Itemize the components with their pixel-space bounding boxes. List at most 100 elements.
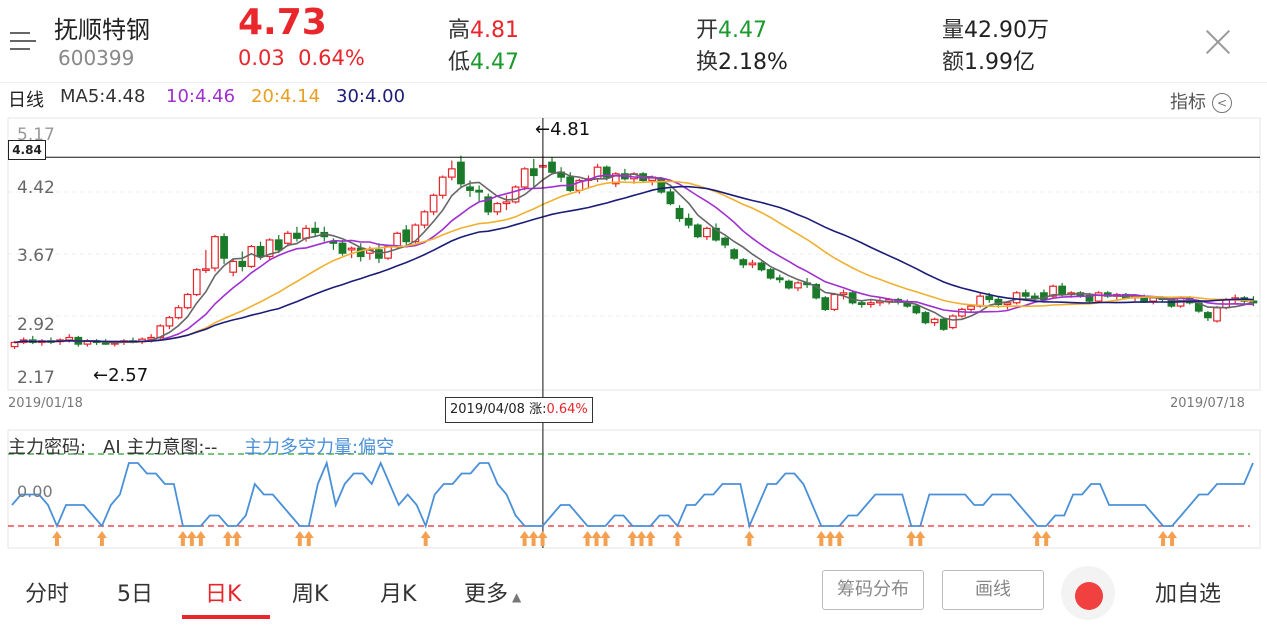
candle-body: [712, 227, 720, 241]
candle-body: [338, 242, 347, 254]
tab-more[interactable]: 更多 ▲: [464, 576, 521, 608]
candle-body: [475, 189, 484, 193]
candle-body: [192, 269, 201, 296]
buy-arrow-icon: [303, 531, 314, 546]
record-button[interactable]: [1058, 566, 1118, 622]
candle-body: [174, 307, 183, 319]
candle-body: [220, 236, 228, 259]
period-tabs: 分时 5日 日K 周K 月K 更多 ▲: [0, 560, 1267, 625]
buy-arrow-icon: [627, 531, 638, 546]
candle-body: [830, 293, 839, 310]
candle-body: [293, 232, 301, 239]
buy-arrow-icon: [51, 531, 62, 546]
crosshair-price-label: 4.84: [8, 140, 46, 160]
buy-arrow-icon: [231, 531, 242, 546]
indicator-label: 指标: [1170, 92, 1206, 113]
low-label: 低: [448, 50, 471, 75]
candle-body: [721, 237, 729, 246]
candle-body: [393, 232, 402, 248]
candle-body: [229, 260, 238, 273]
kline-chart[interactable]: [0, 0, 1267, 560]
low-value: 4.47: [470, 50, 519, 75]
open-value: 4.47: [718, 18, 767, 43]
ma10-value: 10:4.46: [166, 86, 236, 107]
candle-body: [457, 161, 465, 185]
buy-arrow-icon: [636, 531, 647, 546]
candle-body: [420, 211, 429, 226]
power-line: [11, 460, 1254, 529]
indicator-zero-label: 0.00: [17, 482, 53, 501]
menu-icon[interactable]: [10, 30, 36, 52]
ma20-value: 20:4.14: [251, 86, 321, 107]
volume-value: 42.90万: [964, 18, 1049, 43]
high-label: 高: [448, 18, 471, 43]
buy-arrow-icon: [672, 531, 683, 546]
candle-body: [238, 260, 247, 268]
candle-body: [283, 232, 292, 244]
candle-body: [730, 249, 739, 259]
buy-arrow-icon: [825, 531, 836, 546]
candle-body: [602, 166, 611, 178]
indicator-border: [7, 429, 1261, 549]
chevron-left-icon: <: [1212, 93, 1232, 113]
candle-body: [967, 305, 975, 310]
buy-arrow-icon: [816, 531, 827, 546]
buy-arrow-icon: [537, 531, 548, 546]
candle-body: [939, 318, 948, 330]
candle-body: [857, 302, 866, 306]
candle-body: [948, 315, 957, 329]
candle-body: [183, 293, 192, 309]
stock-code: 600399: [58, 46, 135, 70]
candle-body: [794, 282, 802, 289]
volume-label: 量: [942, 18, 965, 43]
candle-body: [201, 268, 210, 271]
price-tick: 3.67: [17, 246, 55, 266]
crosshair-change: 0.64%: [546, 402, 588, 417]
ma30-value: 30:4.00: [336, 86, 406, 107]
candle-body: [1021, 292, 1030, 297]
buy-arrow-icon: [1158, 531, 1169, 546]
candle-body: [447, 168, 456, 178]
chip-distribution-button[interactable]: 筹码分布: [822, 570, 924, 610]
start-date: 2019/01/18: [8, 396, 83, 411]
buy-arrow-icon: [591, 531, 602, 546]
stock-name: 抚顺特钢: [54, 16, 150, 44]
change-percent: 0.64%: [298, 46, 365, 70]
period-label: 日线: [8, 90, 44, 111]
indicator-title: 主力密码:: [8, 437, 87, 458]
amount-value: 1.99亿: [964, 50, 1036, 75]
current-price: 4.73: [238, 2, 327, 43]
candle-body: [484, 196, 493, 213]
add-favorite-button[interactable]: 加自选: [1155, 582, 1222, 607]
candle-body: [739, 259, 748, 266]
candle-body: [211, 236, 219, 269]
buy-arrow-icon: [834, 531, 845, 546]
tab-daily-k[interactable]: 日K: [205, 582, 242, 607]
high-stat: 高4.81: [448, 12, 519, 44]
turnover-stat: 换2.18%: [696, 44, 788, 76]
candle-body: [165, 317, 174, 327]
candle-body: [1213, 307, 1221, 322]
tab-monthly-k[interactable]: 月K: [380, 582, 417, 607]
indicator-button[interactable]: 指标 <: [1170, 88, 1232, 114]
price-tick: 4.42: [17, 178, 55, 198]
candle-body: [1058, 285, 1067, 296]
buy-arrow-icon: [906, 531, 917, 546]
amount-stat: 额1.99亿: [942, 44, 1035, 76]
record-dot-icon: [1075, 582, 1103, 610]
candle-body: [775, 277, 784, 281]
tab-weekly-k[interactable]: 周K: [292, 582, 329, 607]
open-label: 开: [696, 18, 719, 43]
draw-line-button[interactable]: 画线: [942, 570, 1044, 610]
candle-body: [429, 194, 438, 213]
candle-body: [256, 245, 265, 258]
buy-arrow-icon: [1032, 531, 1043, 546]
buy-arrow-icon: [582, 531, 593, 546]
tab-timeshare[interactable]: 分时: [25, 582, 70, 607]
tab-5day[interactable]: 5日: [117, 582, 153, 607]
ma10-line: [14, 174, 1254, 344]
candle-body: [466, 186, 474, 191]
header-divider: [0, 82, 1267, 83]
buy-arrow-icon: [96, 531, 107, 546]
buy-arrow-icon: [1041, 531, 1052, 546]
